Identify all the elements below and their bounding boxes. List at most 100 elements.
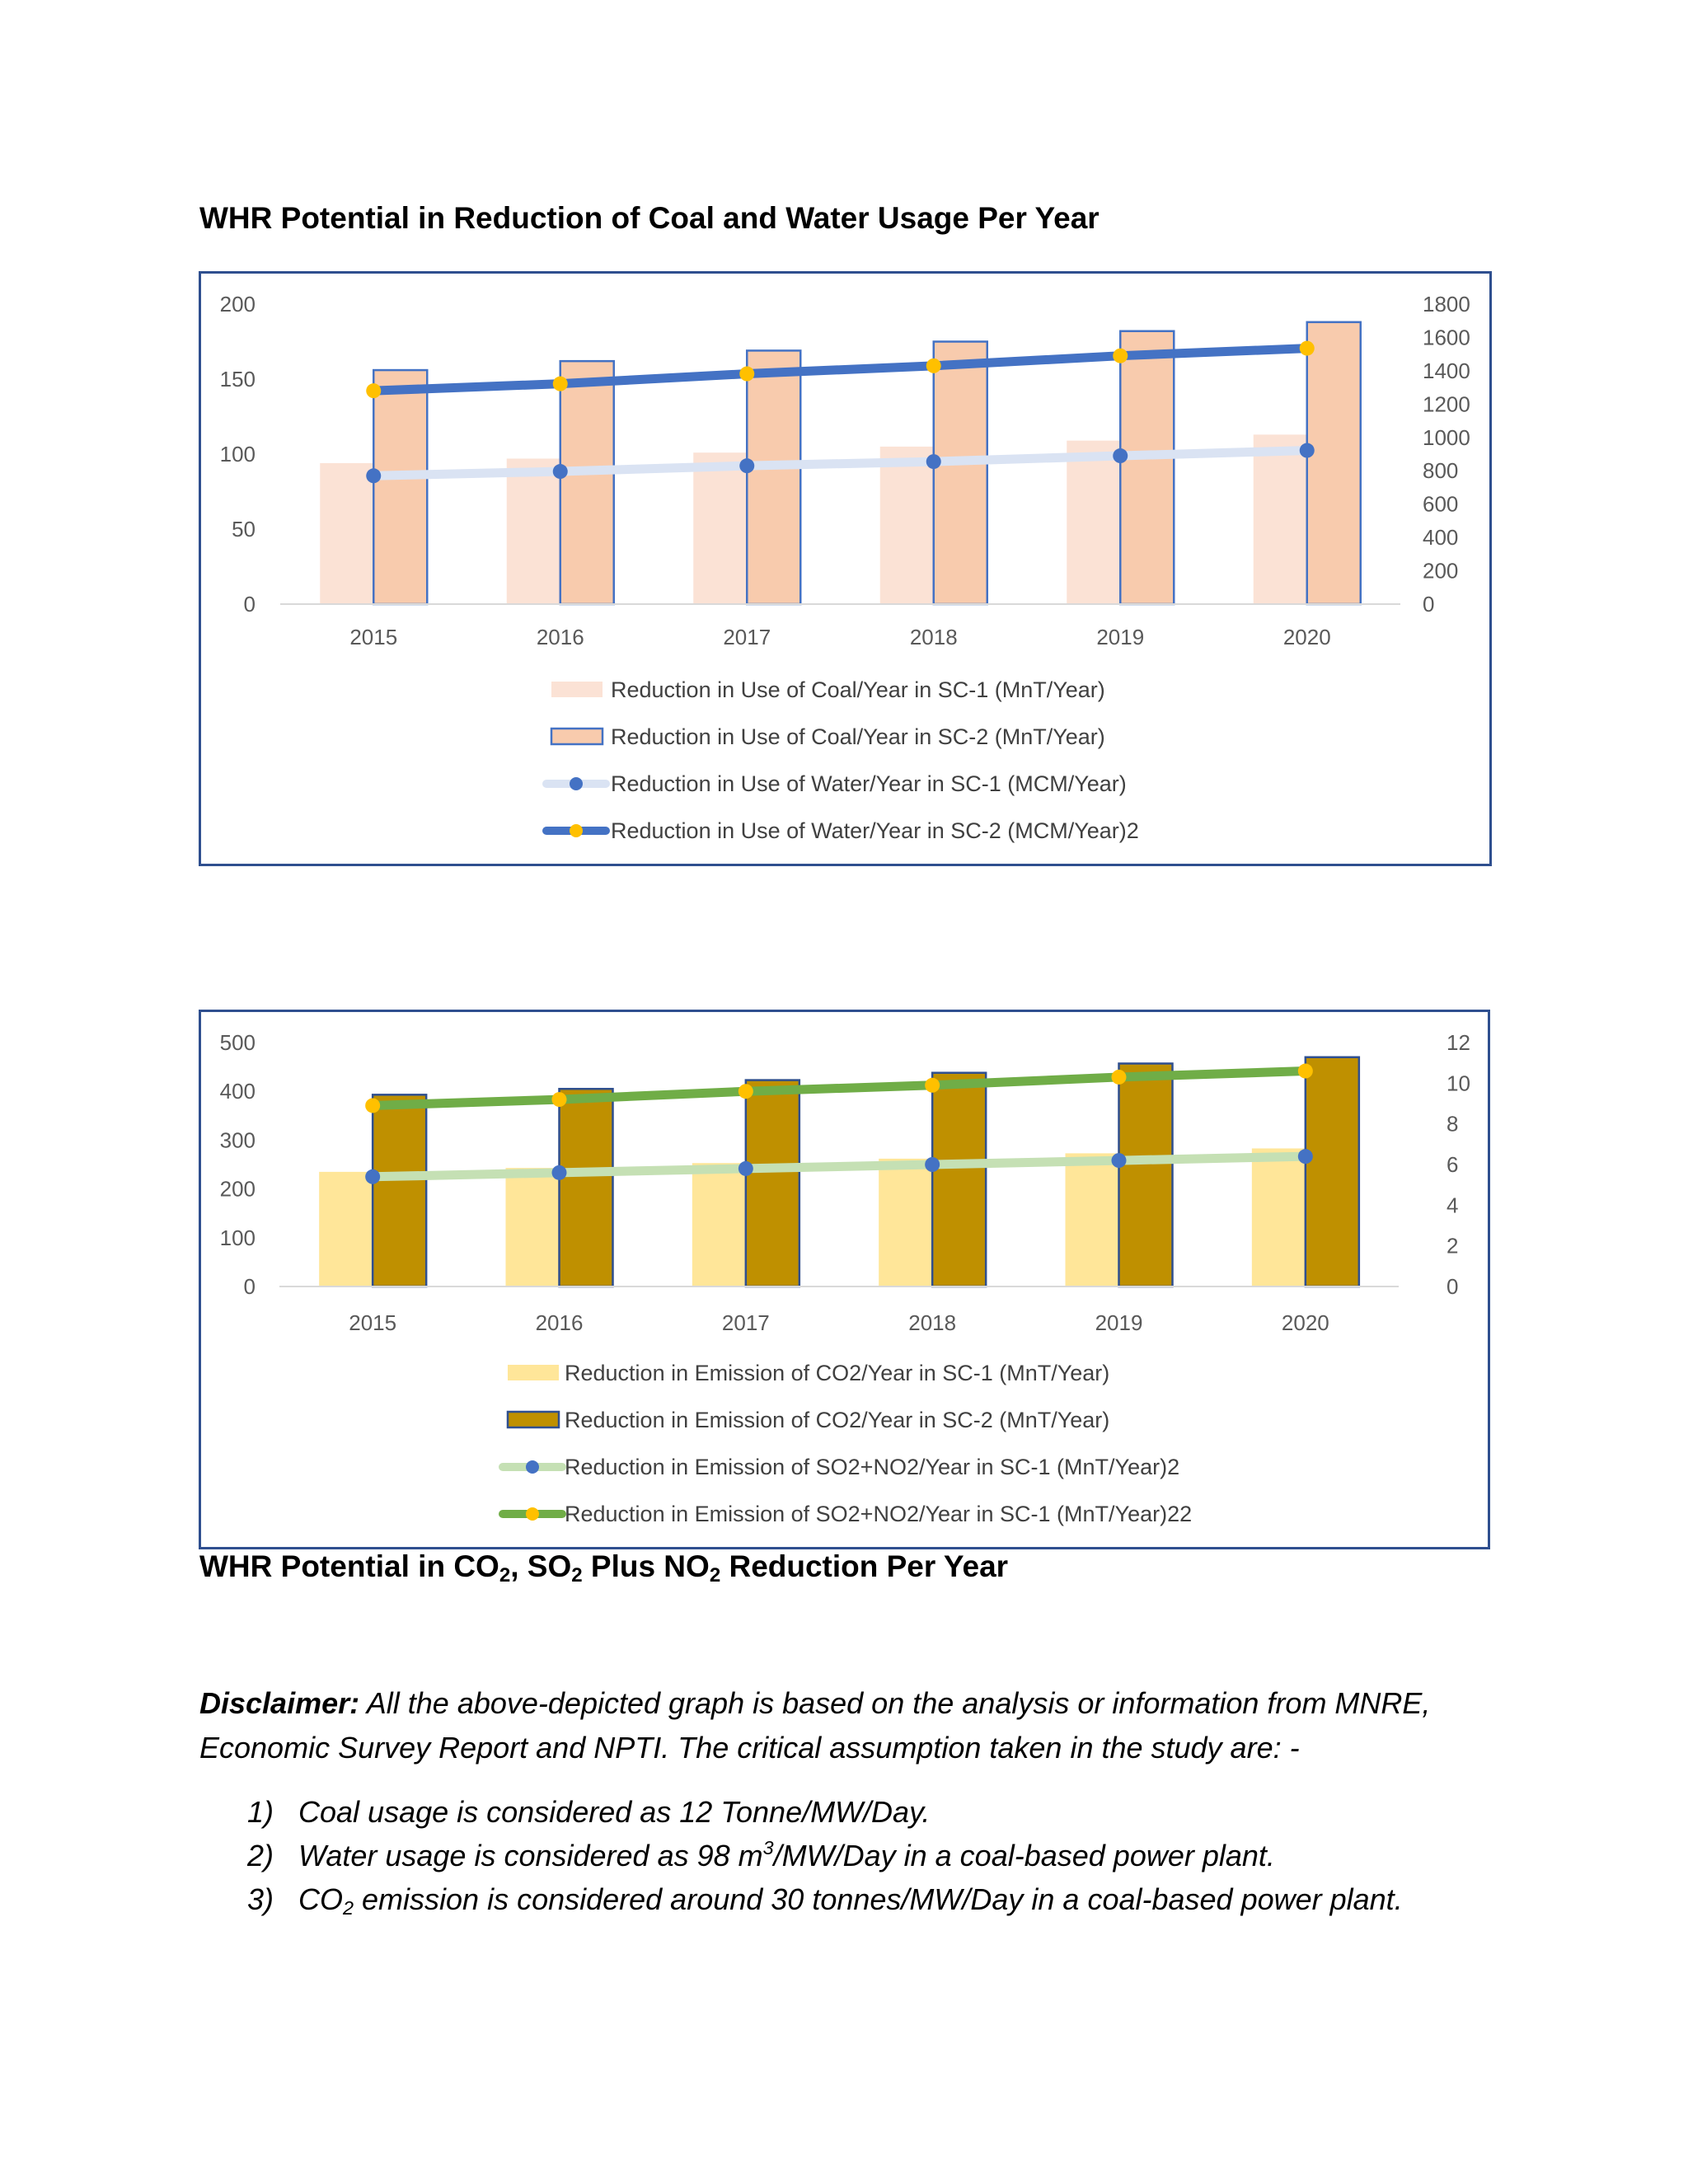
bar-2 xyxy=(1119,330,1175,606)
y2-axis-tick-label: 0 xyxy=(1423,592,1434,616)
chart2-heading: WHR Potential in CO2, SO2 Plus NO2 Reduc… xyxy=(199,1549,1009,1586)
x-axis-tick-label: 2020 xyxy=(1282,1310,1329,1335)
line-marker-1 xyxy=(1299,443,1315,458)
y2-axis-tick-label: 10 xyxy=(1447,1071,1470,1095)
y2-axis-tick-label: 12 xyxy=(1447,1030,1470,1055)
y-axis-tick-label: 200 xyxy=(220,1177,256,1202)
assumption-text: Water usage is considered as 98 m3/MW/Da… xyxy=(298,1834,1275,1877)
line-marker-2 xyxy=(1111,1069,1127,1085)
chart2-heading-sub: 2 xyxy=(709,1564,721,1586)
x-axis-tick-label: 2015 xyxy=(349,625,397,649)
x-axis-tick-label: 2020 xyxy=(1283,625,1331,649)
x-axis-tick-label: 2019 xyxy=(1095,1310,1143,1335)
assumption-number: 3) xyxy=(247,1882,274,1916)
assumption-text: Coal usage is considered as 12 Tonne/MW/… xyxy=(298,1790,930,1834)
assumption-text: CO2 emission is considered around 30 ton… xyxy=(298,1877,1403,1921)
line-marker-2 xyxy=(926,358,941,373)
chart2-heading-part: Reduction Per Year xyxy=(720,1549,1009,1583)
y-axis-tick-label: 50 xyxy=(232,517,256,541)
y2-axis-tick-label: 8 xyxy=(1447,1112,1458,1137)
bar-1 xyxy=(506,458,560,604)
y2-axis-tick-label: 2 xyxy=(1447,1234,1458,1258)
assumption-text-part: Water usage is considered as 98 m xyxy=(298,1839,763,1872)
emission-chart: 0 100 200 300 400 500 0 2 4 6 8 10 12 2015 2016 2017 201… xyxy=(199,1010,1490,1549)
line-marker-1 xyxy=(1113,448,1128,464)
legend-label: Reduction in Emission of CO2/Year in SC-… xyxy=(565,1408,1109,1432)
line-marker-2 xyxy=(1113,348,1128,363)
chart2-heading-sub: 2 xyxy=(499,1564,511,1586)
series-line-1 xyxy=(368,446,1312,480)
x-axis-tick-label: 2019 xyxy=(1096,625,1144,649)
legend-swatch xyxy=(508,1365,559,1380)
x-axis-tick-label: 2018 xyxy=(910,625,958,649)
bar-1 xyxy=(879,446,934,604)
legend-label: Reduction in Emission of CO2/Year in SC-… xyxy=(565,1361,1109,1385)
y2-axis-tick-label: 600 xyxy=(1423,492,1458,517)
x-axis-tick-label: 2016 xyxy=(536,1310,584,1335)
bar-1 xyxy=(1067,440,1121,604)
chart2-heading-part: , SO xyxy=(510,1549,572,1583)
bar-2 xyxy=(558,1087,614,1288)
disclaimer: Disclaimer: All the above-depicted graph… xyxy=(199,1681,1502,1770)
assumption-text-part: CO xyxy=(298,1882,343,1916)
y-axis-tick-label: 150 xyxy=(220,367,256,391)
bar-2 xyxy=(373,368,429,606)
legend-marker xyxy=(526,1507,539,1521)
assumption-number: 1) xyxy=(247,1795,274,1829)
series-line-2 xyxy=(368,344,1312,396)
legend-label: Reduction in Use of Water/Year in SC-2 (… xyxy=(611,818,1139,843)
line-marker-2 xyxy=(365,1098,381,1113)
line-marker-1 xyxy=(1111,1153,1127,1169)
bar-1 xyxy=(505,1168,560,1286)
bar-1 xyxy=(1251,1148,1306,1286)
assumptions-list: 1) Coal usage is considered as 12 Tonne/M… xyxy=(247,1790,1403,1921)
disclaimer-label: Disclaimer: xyxy=(199,1686,360,1720)
line-marker-1 xyxy=(925,1157,940,1172)
line-marker-1 xyxy=(365,1169,381,1184)
y2-axis-tick-label: 800 xyxy=(1423,458,1458,483)
line-marker-2 xyxy=(738,1084,753,1099)
line-marker-1 xyxy=(1297,1149,1313,1165)
bar-1 xyxy=(320,462,374,604)
line-marker-2 xyxy=(1297,1063,1313,1079)
emission-chart-svg: 0 100 200 300 400 500 0 2 4 6 8 10 12 2015 2016 2017 201… xyxy=(220,1030,1470,1526)
x-axis-tick-label: 2017 xyxy=(723,625,771,649)
legend-label: Reduction in Emission of SO2+NO2/Year in… xyxy=(565,1502,1192,1526)
x-axis-tick-label: 2015 xyxy=(349,1310,396,1335)
legend-swatch xyxy=(506,1410,560,1429)
assumption-item: 1) Coal usage is considered as 12 Tonne/M… xyxy=(247,1790,1403,1834)
line-marker-2 xyxy=(552,376,568,391)
legend-label: Reduction in Use of Coal/Year in SC-1 (M… xyxy=(611,677,1105,702)
assumption-superscript: 3 xyxy=(762,1836,774,1858)
line-marker-1 xyxy=(552,464,568,480)
line-marker-1 xyxy=(551,1165,567,1180)
x-axis-tick-label: 2016 xyxy=(537,625,584,649)
x-axis-tick-label: 2018 xyxy=(908,1310,956,1335)
line-marker-2 xyxy=(1299,340,1315,356)
y-axis-tick-label: 0 xyxy=(244,1274,256,1299)
line-marker-1 xyxy=(738,1160,753,1176)
bar-2 xyxy=(932,340,988,606)
y2-axis-tick-label: 1600 xyxy=(1423,325,1470,349)
chart2-heading-sub: 2 xyxy=(571,1564,583,1586)
coal-water-chart: 0 50 100 150 200 0 200 400 600 800 1000 1200 1400 160… xyxy=(199,271,1492,866)
y2-axis-tick-label: 1000 xyxy=(1423,425,1470,450)
bar-2 xyxy=(559,359,615,606)
y-axis-tick-label: 200 xyxy=(220,292,256,316)
line-marker-2 xyxy=(925,1077,940,1093)
disclaimer-text: All the above-depicted graph is based on… xyxy=(199,1686,1431,1765)
legend-swatch xyxy=(551,682,603,697)
bar-1 xyxy=(1065,1153,1119,1286)
assumption-text-part: /MW/Day in a coal-based power plant. xyxy=(773,1839,1275,1872)
y-axis-tick-label: 400 xyxy=(220,1079,256,1104)
bar-2 xyxy=(1306,321,1362,606)
y2-axis-tick-label: 1200 xyxy=(1423,391,1470,416)
y-axis-tick-label: 100 xyxy=(220,442,256,466)
y2-axis-tick-label: 1400 xyxy=(1423,359,1470,383)
bar-2 xyxy=(371,1094,428,1288)
assumption-text-part: Coal usage is considered as 12 Tonne/MW/… xyxy=(298,1795,931,1829)
bar-1 xyxy=(1253,434,1307,604)
bar-1 xyxy=(693,452,748,604)
line-marker-1 xyxy=(366,468,382,484)
assumption-item: 3) CO2 emission is considered around 30 t… xyxy=(247,1877,1403,1921)
